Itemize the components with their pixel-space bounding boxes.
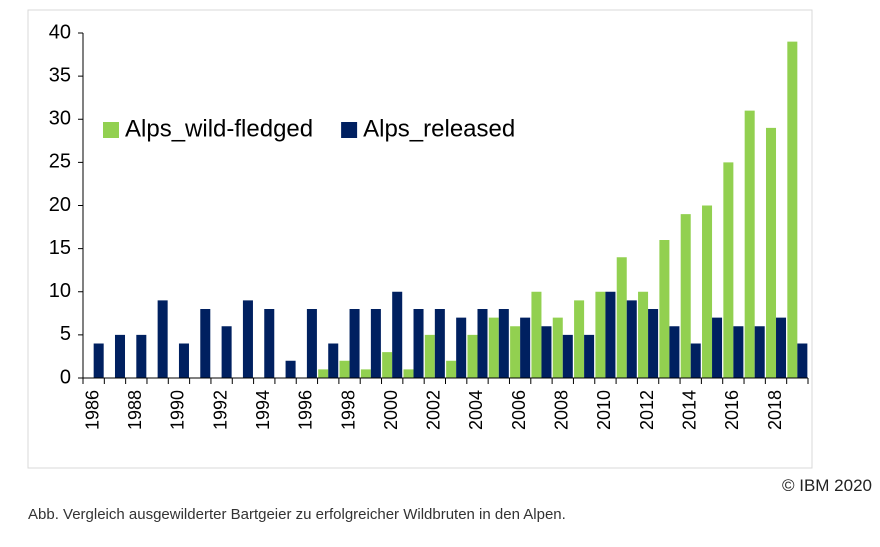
bar	[605, 291, 616, 378]
x-tick-label: 1988	[125, 390, 145, 430]
chart: 0 5 10 15 20 25 30 35 40 1986 1988 1990 1992 1994 1996…	[27, 9, 813, 469]
x-tick-label: 2018	[765, 390, 785, 430]
bar	[787, 41, 798, 378]
bar	[200, 309, 211, 378]
bar	[776, 317, 787, 378]
bar	[370, 309, 381, 378]
bar	[328, 343, 339, 378]
x-tick-label: 1994	[253, 390, 273, 430]
bar	[733, 326, 744, 378]
legend-label: Alps_released	[363, 115, 515, 142]
chart-frame	[27, 9, 813, 469]
x-tick-label: 2006	[509, 390, 529, 430]
bar	[520, 317, 531, 378]
x-tick-label: 1990	[168, 390, 188, 430]
bar	[723, 162, 734, 378]
bar	[306, 309, 317, 378]
caption: Abb. Vergleich ausgewilderter Bartgeier …	[28, 506, 566, 523]
bar	[392, 291, 403, 378]
bar	[136, 334, 147, 378]
bar	[285, 360, 296, 378]
bar	[264, 309, 275, 378]
bar	[616, 257, 627, 378]
legend-label: Alps_wild-fledged	[125, 115, 313, 142]
x-tick-label: 1986	[82, 390, 102, 430]
bar	[638, 291, 649, 378]
bar	[562, 334, 573, 378]
y-tick-label: 30	[49, 108, 71, 130]
credit: © IBM 2020	[781, 476, 872, 495]
bar	[584, 334, 595, 378]
bar	[114, 334, 126, 378]
bar	[552, 317, 563, 378]
y-tick-label: 5	[60, 323, 71, 345]
bar	[659, 240, 670, 378]
bar	[754, 326, 765, 378]
bar	[498, 309, 509, 378]
bar	[531, 291, 542, 378]
bar	[318, 369, 329, 378]
bar	[765, 127, 777, 378]
bar	[680, 214, 691, 378]
bar	[574, 300, 585, 378]
bar	[648, 309, 659, 378]
x-tick-label: 2004	[466, 390, 486, 430]
bar	[488, 317, 499, 378]
bar	[339, 360, 350, 378]
x-tick-label: 2010	[594, 390, 614, 430]
bar	[467, 334, 478, 378]
bar	[690, 343, 701, 378]
bar	[178, 343, 189, 378]
bar	[382, 352, 393, 378]
x-tick-label: 1998	[338, 390, 358, 430]
bar	[626, 300, 637, 378]
bar	[434, 309, 445, 378]
bar	[403, 369, 414, 378]
x-tick-label: 2016	[722, 390, 742, 430]
y-tick-label: 10	[49, 280, 71, 302]
bar	[446, 360, 457, 378]
x-tick-label: 2014	[679, 390, 699, 430]
legend-swatch	[103, 122, 119, 138]
x-tick-label: 1992	[210, 390, 230, 430]
y-tick-label: 40	[49, 21, 71, 43]
bar	[595, 291, 606, 378]
bar	[744, 110, 755, 378]
bar	[424, 334, 435, 378]
bar	[510, 326, 521, 378]
x-tick-label: 2000	[381, 390, 401, 430]
bar	[456, 317, 467, 378]
bar	[669, 326, 680, 378]
x-tick-label: 2012	[637, 390, 657, 430]
bar	[242, 300, 253, 378]
y-tick-label: 0	[60, 366, 71, 388]
bar	[157, 300, 168, 378]
bar	[221, 326, 232, 378]
x-tick-label: 1996	[296, 390, 316, 430]
legend-swatch	[341, 122, 358, 138]
y-tick-label: 20	[49, 194, 71, 216]
y-tick-label: 25	[49, 151, 71, 173]
bar	[477, 309, 488, 378]
bar	[702, 205, 713, 378]
x-tick-label: 2008	[552, 390, 572, 430]
bar	[349, 309, 360, 378]
bar	[797, 343, 808, 378]
bar	[360, 369, 371, 378]
bar	[541, 326, 552, 378]
y-tick-label: 35	[49, 64, 71, 86]
y-tick-label: 15	[49, 237, 71, 259]
x-tick-label: 2002	[424, 390, 444, 430]
bar	[413, 309, 424, 378]
bar	[712, 317, 723, 378]
bar	[93, 343, 104, 378]
